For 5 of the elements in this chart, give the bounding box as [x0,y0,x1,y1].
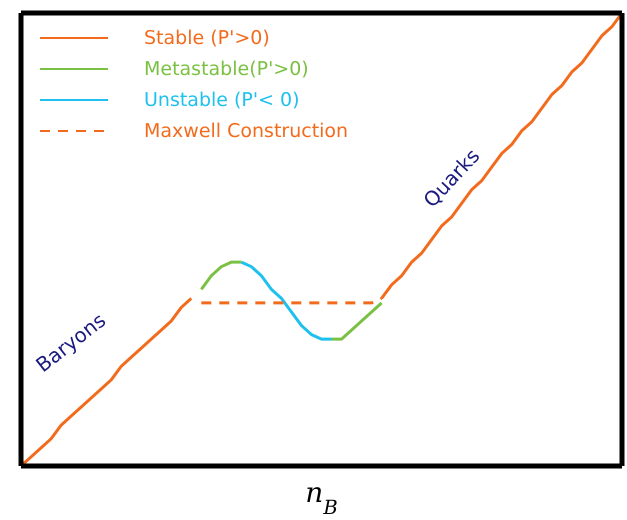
legend-label: Metastable(P'>0) [144,58,309,80]
legend-label: Unstable (P'< 0) [144,88,300,110]
legend-label: Stable (P'>0) [144,26,270,48]
x-axis-title: n$_{B}$ [305,476,338,518]
legend-label: Maxwell Construction [144,120,348,142]
